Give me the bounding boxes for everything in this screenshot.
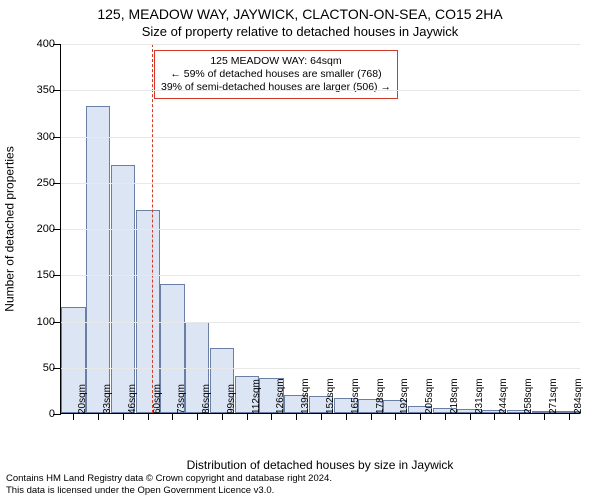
x-tick-label: 271sqm [548, 378, 559, 414]
y-tick-label: 100 [17, 316, 55, 328]
main-title: 125, MEADOW WAY, JAYWICK, CLACTON-ON-SEA… [0, 6, 600, 22]
footer-line-1: Contains HM Land Registry data © Crown c… [6, 473, 594, 484]
x-tick [197, 413, 198, 420]
gridline [61, 137, 580, 138]
annotation-line-2: ← 59% of detached houses are smaller (76… [161, 68, 391, 81]
x-tick [321, 413, 322, 420]
x-tick-label: 205sqm [424, 378, 435, 414]
x-tick [544, 413, 545, 420]
gridline [61, 275, 580, 276]
gridline [61, 183, 580, 184]
figure: 125, MEADOW WAY, JAYWICK, CLACTON-ON-SEA… [0, 0, 600, 500]
x-tick [98, 413, 99, 420]
x-tick [494, 413, 495, 420]
x-tick-label: 258sqm [523, 378, 534, 414]
x-tick-label: 60sqm [152, 384, 163, 414]
x-tick-label: 33sqm [102, 384, 113, 414]
annotation-line-1: 125 MEADOW WAY: 64sqm [161, 55, 391, 68]
y-tick-label: 0 [17, 408, 55, 420]
gridline [61, 229, 580, 230]
x-axis-title: Distribution of detached houses by size … [60, 458, 580, 472]
gridline [61, 44, 580, 45]
y-tick-label: 150 [17, 269, 55, 281]
x-tick [73, 413, 74, 420]
gridline [61, 322, 580, 323]
x-tick-label: 73sqm [176, 384, 187, 414]
x-tick-label: 178sqm [375, 378, 386, 414]
x-tick [222, 413, 223, 420]
y-tick-label: 250 [17, 177, 55, 189]
x-tick [172, 413, 173, 420]
y-axis-title: Number of detached properties [2, 44, 18, 414]
x-tick-label: 244sqm [498, 378, 509, 414]
footer-line-2: This data is licensed under the Open Gov… [6, 485, 594, 496]
x-tick [296, 413, 297, 420]
gridline [61, 368, 580, 369]
x-tick-label: 20sqm [77, 384, 88, 414]
x-tick [470, 413, 471, 420]
sub-title: Size of property relative to detached ho… [0, 24, 600, 39]
x-tick [123, 413, 124, 420]
plot-area: 125 MEADOW WAY: 64sqm ← 59% of detached … [60, 44, 580, 414]
x-tick [569, 413, 570, 420]
x-tick-label: 284sqm [573, 378, 584, 414]
x-tick-label: 112sqm [251, 379, 262, 414]
x-tick [346, 413, 347, 420]
x-tick-label: 126sqm [275, 378, 286, 414]
x-tick [148, 413, 149, 420]
footer: Contains HM Land Registry data © Crown c… [6, 473, 594, 496]
y-tick-label: 350 [17, 84, 55, 96]
x-tick [519, 413, 520, 420]
x-tick [395, 413, 396, 420]
x-tick-label: 86sqm [201, 384, 212, 414]
y-tick-label: 400 [17, 38, 55, 50]
gridline [61, 90, 580, 91]
x-tick-label: 165sqm [350, 378, 361, 414]
x-tick [371, 413, 372, 420]
bar [136, 210, 160, 414]
x-tick-label: 231sqm [474, 378, 485, 414]
y-tick-label: 50 [17, 362, 55, 374]
bar [111, 165, 135, 413]
x-tick [420, 413, 421, 420]
x-tick-label: 152sqm [325, 378, 336, 414]
x-tick-label: 99sqm [226, 384, 237, 414]
x-tick [271, 413, 272, 420]
y-tick-label: 300 [17, 131, 55, 143]
annotation-line-3: 39% of semi-detached houses are larger (… [161, 81, 391, 94]
x-tick-label: 46sqm [127, 384, 138, 414]
annotation-box: 125 MEADOW WAY: 64sqm ← 59% of detached … [154, 50, 398, 99]
y-axis-title-text: Number of detached properties [3, 146, 17, 311]
x-tick-label: 139sqm [300, 378, 311, 414]
x-tick [247, 413, 248, 420]
x-tick-label: 192sqm [399, 378, 410, 414]
x-tick-label: 218sqm [449, 378, 460, 414]
y-tick-label: 200 [17, 223, 55, 235]
x-tick [445, 413, 446, 420]
